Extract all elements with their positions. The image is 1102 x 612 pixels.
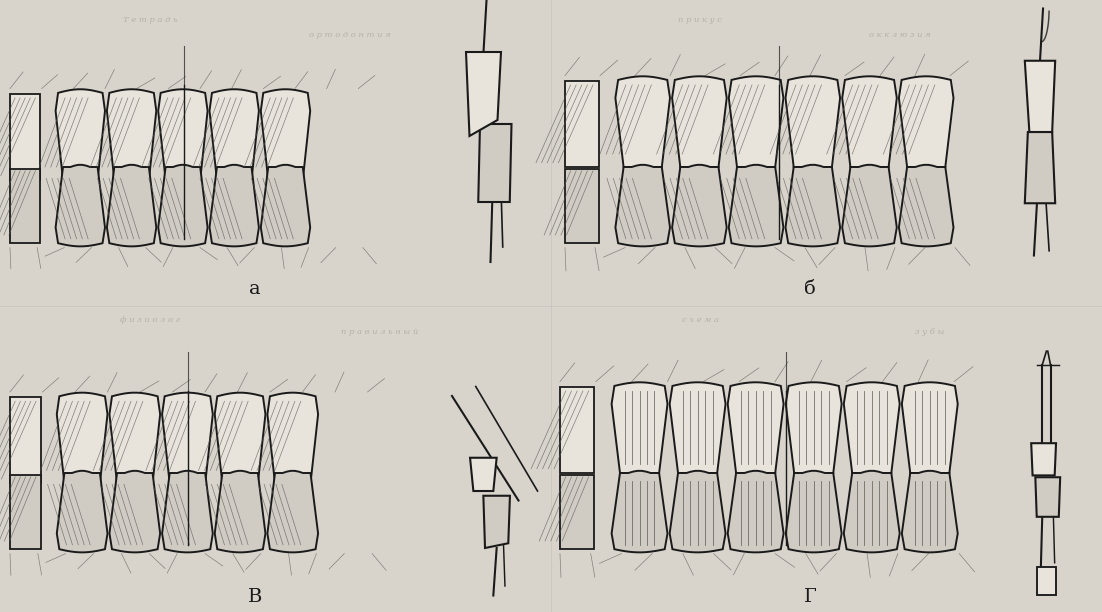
Polygon shape xyxy=(268,393,318,488)
Polygon shape xyxy=(899,76,953,171)
Polygon shape xyxy=(10,168,41,242)
Polygon shape xyxy=(215,393,266,488)
Polygon shape xyxy=(842,165,897,247)
Polygon shape xyxy=(565,168,598,242)
Polygon shape xyxy=(672,165,726,247)
Polygon shape xyxy=(728,76,784,171)
Polygon shape xyxy=(612,382,668,477)
Polygon shape xyxy=(612,471,668,553)
Polygon shape xyxy=(786,76,840,171)
Polygon shape xyxy=(1025,132,1056,203)
Polygon shape xyxy=(844,382,899,477)
Polygon shape xyxy=(10,94,41,180)
Polygon shape xyxy=(672,76,726,171)
Polygon shape xyxy=(670,382,725,477)
Polygon shape xyxy=(844,471,899,553)
Text: о к к л ю з и я: о к к л ю з и я xyxy=(869,31,931,39)
Polygon shape xyxy=(478,124,511,202)
Polygon shape xyxy=(1025,61,1056,132)
Polygon shape xyxy=(786,471,842,553)
Polygon shape xyxy=(109,471,160,553)
Polygon shape xyxy=(786,165,840,247)
Polygon shape xyxy=(1036,477,1060,517)
Polygon shape xyxy=(901,471,958,553)
Polygon shape xyxy=(901,382,958,477)
Polygon shape xyxy=(162,393,213,488)
Polygon shape xyxy=(159,89,207,184)
Polygon shape xyxy=(471,458,497,491)
Polygon shape xyxy=(786,382,842,477)
Text: о р т о д о н т и я: о р т о д о н т и я xyxy=(310,31,391,39)
Text: Г: Г xyxy=(803,588,817,606)
Polygon shape xyxy=(842,76,897,171)
Polygon shape xyxy=(162,471,213,553)
Text: Т е т р а д ь: Т е т р а д ь xyxy=(122,16,177,24)
Polygon shape xyxy=(1031,443,1056,476)
Polygon shape xyxy=(261,89,310,184)
Text: б: б xyxy=(804,280,815,298)
Polygon shape xyxy=(209,89,259,184)
Polygon shape xyxy=(728,165,784,247)
Polygon shape xyxy=(10,474,41,548)
Polygon shape xyxy=(670,471,725,553)
Polygon shape xyxy=(1037,567,1056,595)
Polygon shape xyxy=(615,76,670,171)
Polygon shape xyxy=(159,165,207,247)
Polygon shape xyxy=(727,471,784,553)
Polygon shape xyxy=(268,471,318,553)
Polygon shape xyxy=(615,165,670,247)
Polygon shape xyxy=(215,471,266,553)
Polygon shape xyxy=(57,393,108,488)
Text: ф и з и о л о г: ф и з и о л о г xyxy=(120,316,180,324)
Text: п р а в и л ь н ы й: п р а в и л ь н ы й xyxy=(342,328,419,336)
Polygon shape xyxy=(55,165,105,247)
Polygon shape xyxy=(466,52,501,136)
Polygon shape xyxy=(727,382,784,477)
Polygon shape xyxy=(565,81,598,167)
Polygon shape xyxy=(560,474,594,548)
Polygon shape xyxy=(10,397,41,483)
Text: з у б ы: з у б ы xyxy=(916,328,944,336)
Polygon shape xyxy=(109,393,160,488)
Polygon shape xyxy=(209,165,259,247)
Polygon shape xyxy=(560,387,594,473)
Text: с х е м а: с х е м а xyxy=(681,316,719,324)
Polygon shape xyxy=(107,165,156,247)
Polygon shape xyxy=(107,89,156,184)
Polygon shape xyxy=(484,496,510,548)
Text: п р и к у с: п р и к у с xyxy=(678,16,722,24)
Polygon shape xyxy=(261,165,310,247)
Polygon shape xyxy=(55,89,105,184)
Polygon shape xyxy=(57,471,108,553)
Text: а: а xyxy=(249,280,261,298)
Text: В: В xyxy=(248,588,262,606)
Polygon shape xyxy=(899,165,953,247)
